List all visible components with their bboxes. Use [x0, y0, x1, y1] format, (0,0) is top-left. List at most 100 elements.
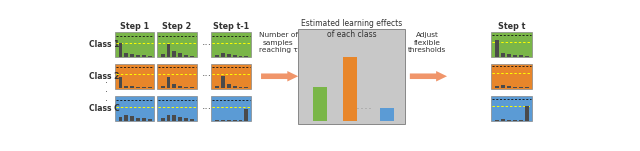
Bar — [136, 55, 140, 57]
Bar — [491, 32, 532, 57]
Bar — [211, 64, 251, 89]
Bar — [215, 55, 219, 57]
Bar — [313, 87, 327, 121]
Bar — [227, 120, 231, 121]
Bar — [495, 40, 499, 57]
Bar — [507, 120, 511, 121]
Bar — [495, 120, 499, 121]
Bar — [239, 56, 243, 57]
Polygon shape — [261, 71, 298, 82]
Bar — [178, 85, 182, 88]
Bar — [227, 84, 231, 88]
Bar — [157, 32, 196, 57]
Bar — [239, 87, 243, 88]
Bar — [491, 96, 532, 121]
Bar — [148, 56, 152, 57]
Bar — [519, 120, 524, 121]
Text: ···: ··· — [202, 104, 212, 114]
Bar — [115, 32, 154, 57]
Bar — [513, 120, 517, 121]
Bar — [221, 53, 225, 57]
Bar — [190, 87, 194, 88]
Bar — [190, 56, 194, 57]
Bar — [244, 56, 248, 57]
Bar — [172, 84, 176, 88]
Text: ···: ··· — [202, 40, 212, 50]
Text: Estimated learning effects
of each class: Estimated learning effects of each class — [301, 19, 403, 39]
Bar — [161, 119, 164, 121]
Bar — [525, 56, 529, 57]
Bar — [161, 54, 164, 57]
Text: Class 2: Class 2 — [89, 72, 119, 81]
Bar — [233, 85, 237, 88]
Bar — [211, 96, 251, 121]
Bar — [148, 119, 152, 121]
Bar — [507, 86, 511, 88]
Bar — [525, 106, 529, 121]
Bar — [507, 54, 511, 57]
Bar — [184, 87, 188, 88]
Bar — [124, 86, 128, 88]
Bar — [513, 87, 517, 88]
Bar — [233, 120, 237, 121]
Bar — [184, 55, 188, 57]
Bar — [343, 57, 356, 121]
Text: Step t-1: Step t-1 — [213, 22, 250, 31]
Bar — [184, 118, 188, 121]
Bar — [211, 32, 251, 57]
Bar — [130, 116, 134, 121]
Bar — [142, 87, 146, 88]
Bar — [166, 44, 170, 57]
Bar — [519, 87, 524, 88]
Bar — [148, 87, 152, 88]
Bar — [239, 120, 243, 121]
Text: Class 1: Class 1 — [89, 40, 119, 49]
Bar — [136, 118, 140, 121]
Bar — [142, 55, 146, 57]
Bar — [227, 54, 231, 57]
Bar — [115, 96, 154, 121]
Bar — [124, 53, 128, 57]
Bar — [513, 55, 517, 57]
Bar — [124, 115, 128, 121]
Polygon shape — [410, 71, 447, 82]
Bar — [157, 64, 196, 89]
Bar — [215, 120, 219, 121]
Bar — [501, 119, 505, 121]
Bar — [115, 64, 154, 89]
Bar — [519, 55, 524, 57]
Bar — [166, 115, 170, 121]
Bar — [501, 85, 505, 88]
Bar — [130, 86, 134, 88]
Bar — [157, 96, 196, 121]
Text: Class C: Class C — [89, 104, 120, 113]
Text: Adjust
flexible
thresholds: Adjust flexible thresholds — [408, 32, 446, 53]
Bar — [161, 86, 164, 88]
Bar — [298, 29, 405, 124]
Bar — [244, 87, 248, 88]
Bar — [172, 51, 176, 57]
Bar — [221, 120, 225, 121]
Bar — [172, 115, 176, 121]
Text: Step 1: Step 1 — [120, 22, 149, 31]
Text: Step 2: Step 2 — [162, 22, 191, 31]
Bar — [215, 86, 219, 88]
Bar — [136, 87, 140, 88]
Text: ···: ··· — [202, 71, 212, 81]
Bar — [495, 86, 499, 88]
Bar — [491, 64, 532, 89]
Bar — [142, 119, 146, 121]
Text: Number of
samples
reaching τ: Number of samples reaching τ — [259, 32, 298, 53]
Bar — [130, 54, 134, 57]
Bar — [221, 76, 225, 88]
Bar — [380, 108, 394, 121]
Bar — [118, 77, 122, 88]
Bar — [525, 87, 529, 88]
Bar — [244, 109, 248, 121]
Bar — [118, 117, 122, 121]
Bar — [233, 55, 237, 57]
Text: Step t: Step t — [498, 22, 525, 31]
Text: · · · · · · ·: · · · · · · · — [345, 106, 371, 111]
Bar — [118, 43, 122, 57]
Bar — [178, 117, 182, 121]
